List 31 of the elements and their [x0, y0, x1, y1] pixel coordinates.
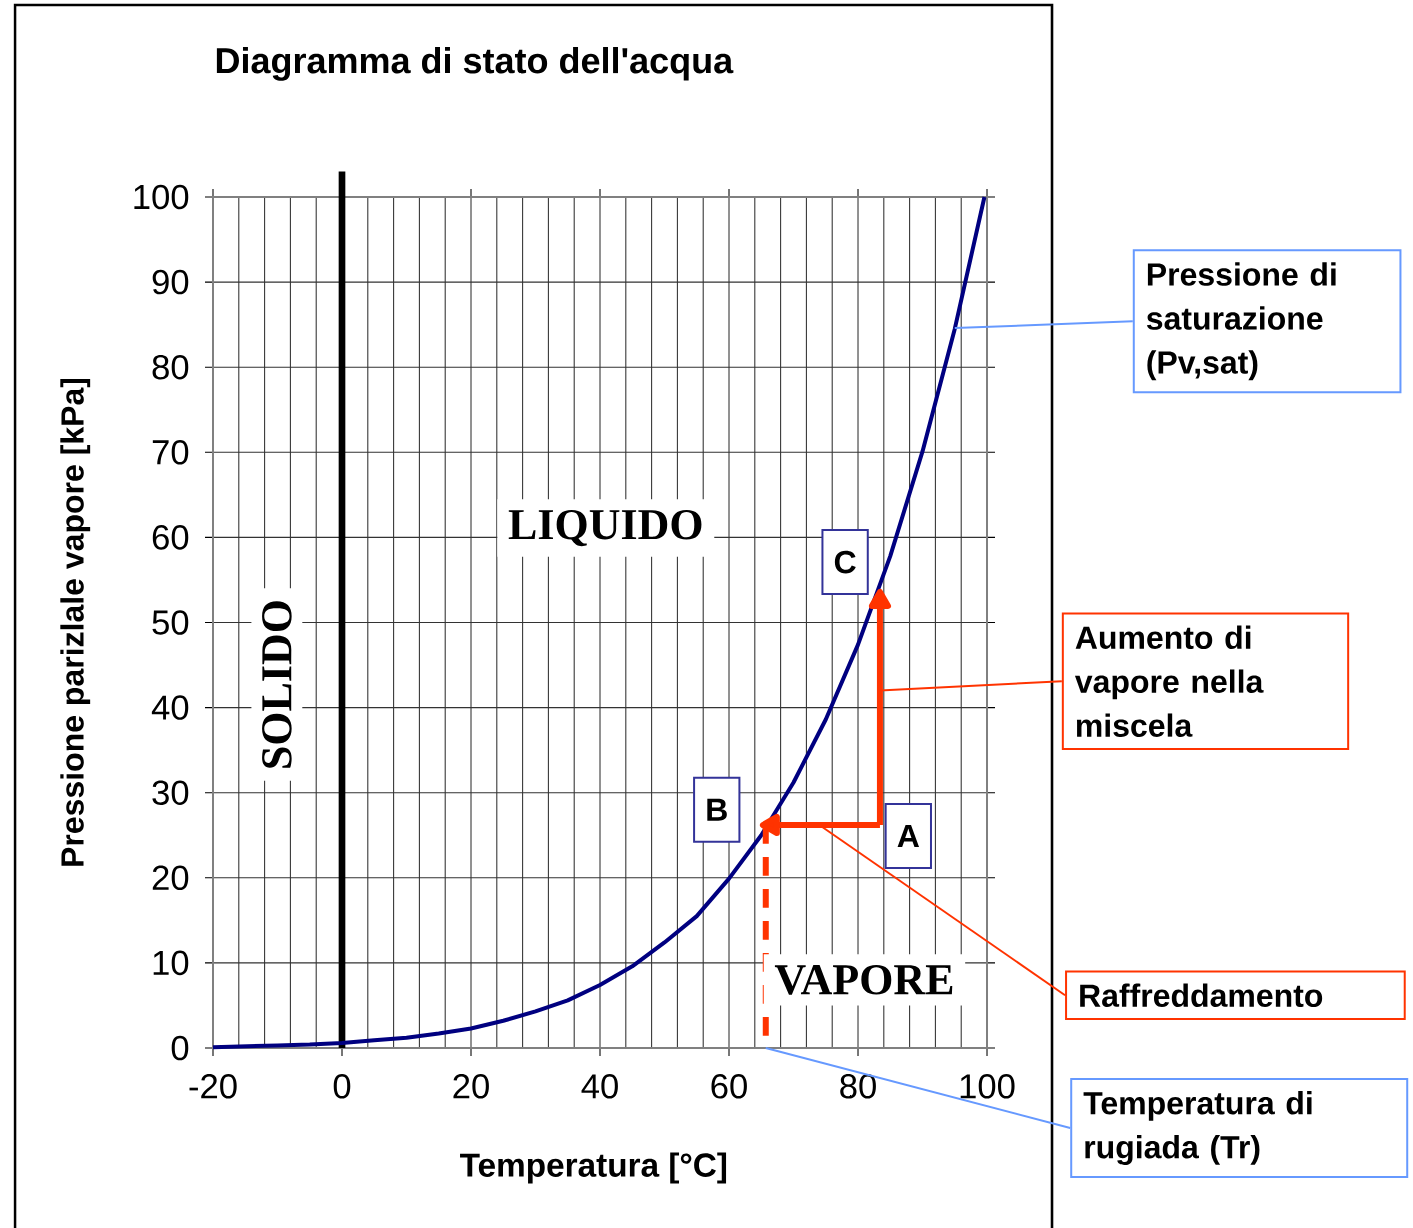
annotation: Aumento di vapore nella miscela	[1074, 625, 1264, 737]
x-tick-label: -20	[189, 1074, 237, 1099]
annotation: Raffreddamento	[1080, 983, 1323, 1007]
annotation: VAPORE	[774, 965, 953, 995]
y-tick-label: 20	[152, 865, 189, 891]
y-tick-label: 60	[152, 525, 189, 550]
x-tick-label: 100	[960, 1074, 1015, 1099]
annotation: LIQUIDO	[508, 509, 702, 547]
x-tick-label: 0	[333, 1074, 351, 1099]
y-axis-title: Pressione parizlale vapore [kPa]	[60, 378, 91, 866]
annotation: A	[897, 825, 920, 848]
y-tick-label: 100	[134, 184, 189, 210]
annotation: C	[834, 550, 856, 574]
x-tick-label: 80	[840, 1074, 876, 1099]
x-tick-label: 20	[453, 1074, 489, 1099]
x-tick-label: 40	[581, 1074, 618, 1099]
y-tick-label: 90	[152, 269, 189, 295]
y-tick-label: 0	[171, 1035, 189, 1061]
annotation: Temperatura di rugiada (Tr)	[1083, 1091, 1312, 1165]
chart-title: Diagramma di stato dell'acqua	[216, 47, 734, 81]
x-tick-label: 60	[711, 1074, 747, 1099]
y-tick-label: 50	[152, 610, 189, 635]
annotation: Pressione di saturazione (Pv,sat)	[1146, 262, 1336, 381]
y-tick-label: 80	[152, 354, 189, 380]
y-tick-label: 40	[151, 695, 189, 720]
annotation: SOLIDO	[262, 601, 292, 768]
y-tick-label: 30	[152, 780, 189, 805]
y-tick-label: 70	[152, 440, 189, 465]
y-tick-label: 10	[153, 950, 189, 976]
x-axis-title: Temperatura [°C]	[460, 1152, 727, 1184]
annotation: B	[707, 798, 727, 821]
